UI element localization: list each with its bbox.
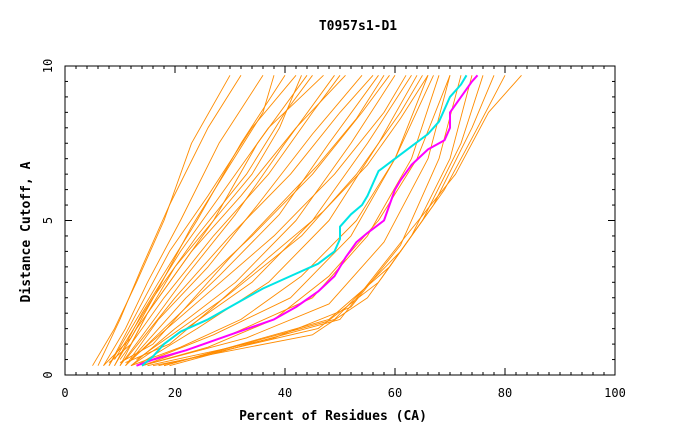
- series-line-22: [163, 75, 506, 367]
- series-line-2: [97, 75, 242, 366]
- series-line-12: [130, 75, 396, 367]
- y-tick-label: 0: [41, 371, 55, 378]
- x-tick-label: 20: [168, 386, 182, 400]
- x-axis-label: Percent of Residues (CA): [239, 409, 427, 424]
- series-line-17: [141, 75, 451, 367]
- series-line-26: [125, 75, 374, 360]
- series-line-11: [125, 75, 379, 367]
- series-line-28: [130, 75, 407, 360]
- x-tick-label: 100: [604, 386, 626, 400]
- highlight-cyan-line: [141, 74, 468, 367]
- series-line-4: [108, 75, 286, 366]
- x-tick-label: 40: [278, 386, 292, 400]
- x-tick-label: 0: [61, 386, 68, 400]
- y-axis-label: Distance Cutoff, A: [19, 161, 34, 302]
- series-line-7: [114, 74, 324, 366]
- highlight-magenta-line: [136, 74, 479, 367]
- series-line-25: [119, 75, 341, 360]
- series-line-30: [108, 75, 302, 363]
- series-line-14: [136, 75, 418, 367]
- series-line-16: [141, 75, 440, 367]
- series-line-34: [130, 75, 434, 367]
- series-line-32: [125, 75, 429, 364]
- series-line-10: [125, 75, 363, 366]
- series-line-15: [136, 75, 429, 367]
- series-line-18: [147, 75, 462, 367]
- series-line-33: [103, 75, 275, 367]
- y-tick-label: 10: [41, 59, 55, 73]
- series-line-3: [103, 75, 264, 366]
- series-line-1: [92, 75, 231, 366]
- x-tick-label: 80: [498, 386, 512, 400]
- tick-layer: 0 20 40 60 80 100 0 5 10: [41, 59, 626, 400]
- series-layer: [92, 74, 522, 367]
- y-tick-label: 5: [41, 217, 55, 224]
- chart-title: T0957s1-D1: [319, 19, 397, 34]
- x-tick-label: 60: [388, 386, 402, 400]
- series-line-24: [114, 75, 313, 360]
- series-line-8: [119, 75, 335, 366]
- series-line-9: [119, 74, 346, 366]
- series-line-27: [130, 75, 390, 360]
- series-line-23: [169, 75, 522, 367]
- series-line-31: [119, 75, 385, 363]
